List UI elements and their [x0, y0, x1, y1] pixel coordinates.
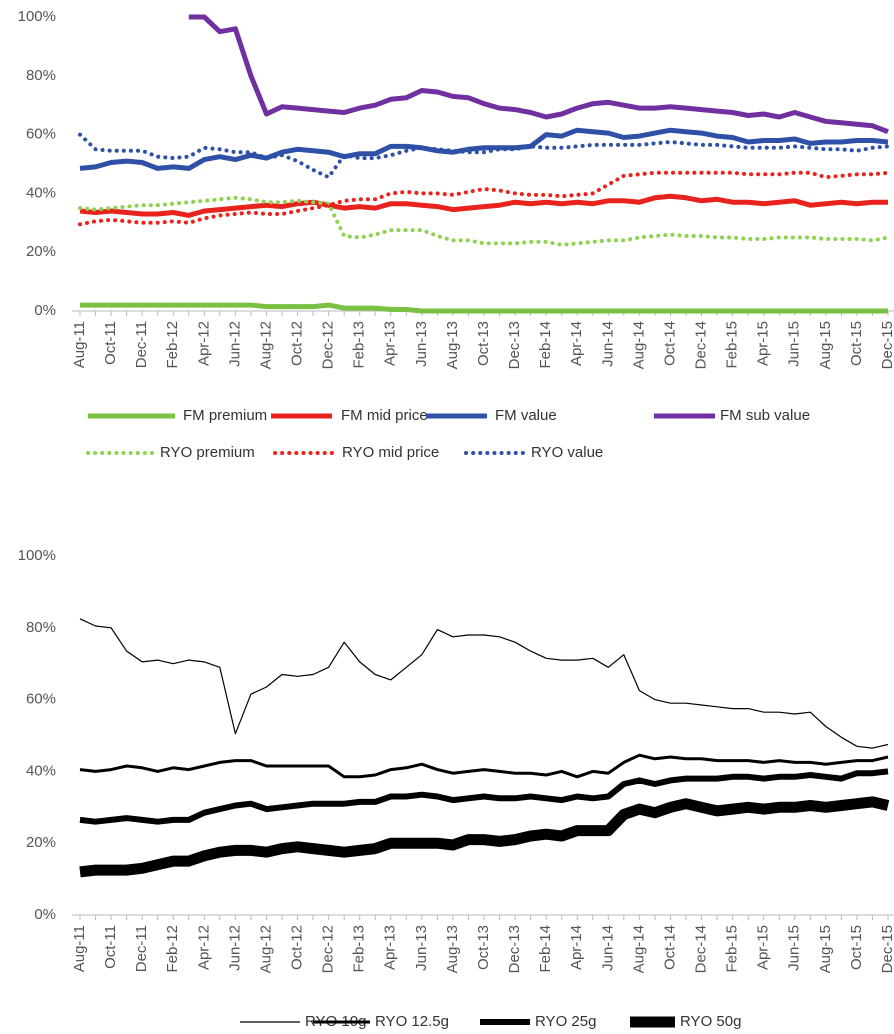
x-tick-label: Apr-14 — [568, 321, 585, 366]
series-line — [78, 195, 890, 247]
x-tick-label: Jun-12 — [226, 925, 243, 971]
series-line — [79, 753, 889, 779]
x-tick-label: Feb-13 — [351, 321, 368, 369]
x-tick-label: Dec-14 — [693, 925, 710, 973]
y-tick-label: 100% — [18, 8, 56, 25]
x-tick-label: Jun-15 — [786, 925, 803, 971]
x-tick-label: Aug-15 — [817, 925, 834, 973]
legend-label: RYO value — [531, 444, 603, 461]
x-tick-label: Oct-12 — [289, 925, 306, 970]
x-tick-label: Dec-13 — [506, 925, 523, 973]
y-tick-label: 60% — [26, 126, 56, 143]
x-tick-label: Apr-13 — [382, 925, 399, 970]
x-tick-label: Oct-13 — [475, 925, 492, 970]
x-tick-label: Aug-11 — [71, 321, 88, 368]
series-line — [79, 796, 890, 878]
y-tick-label: 60% — [26, 691, 56, 708]
legend-label: RYO premium — [160, 444, 255, 461]
x-tick-label: Dec-14 — [693, 321, 710, 369]
series-line — [79, 618, 889, 749]
x-tick-label: Oct-11 — [102, 321, 119, 365]
x-tick-label: Apr-15 — [755, 321, 772, 366]
y-tick-label: 100% — [18, 547, 56, 564]
x-tick-label: Oct-14 — [661, 321, 678, 366]
series-line — [79, 768, 889, 825]
series-line — [188, 14, 889, 135]
series-line — [79, 127, 889, 171]
x-tick-label: Apr-12 — [195, 925, 212, 970]
x-tick-label: Jun-14 — [599, 925, 616, 971]
y-tick-label: 0% — [34, 906, 56, 923]
series-line — [78, 132, 890, 180]
x-tick-label: Aug-11 — [71, 925, 88, 972]
legend-label: FM sub value — [720, 407, 810, 424]
x-tick-label: Oct-15 — [848, 321, 865, 366]
x-tick-label: Aug-13 — [444, 321, 461, 369]
x-tick-label: Aug-14 — [630, 321, 647, 369]
series-line — [79, 193, 888, 218]
y-tick-label: 0% — [34, 302, 56, 319]
x-tick-label: Feb-15 — [724, 321, 741, 369]
x-tick-label: Aug-12 — [257, 925, 274, 973]
legend-label: RYO 50g — [680, 1013, 741, 1030]
y-tick-label: 20% — [26, 834, 56, 851]
y-tick-label: 40% — [26, 184, 56, 201]
x-tick-label: Aug-15 — [817, 321, 834, 369]
x-tick-label: Feb-13 — [351, 925, 368, 973]
x-tick-label: Jun-13 — [413, 925, 430, 971]
legend-label: RYO mid price — [342, 444, 439, 461]
x-tick-label: Feb-14 — [537, 321, 554, 369]
x-tick-label: Aug-14 — [630, 925, 647, 973]
x-tick-label: Apr-13 — [382, 321, 399, 366]
x-tick-label: Oct-11 — [102, 925, 119, 969]
x-tick-label: Apr-14 — [568, 925, 585, 970]
y-tick-label: 40% — [26, 762, 56, 779]
x-tick-label: Dec-15 — [879, 321, 894, 369]
x-tick-label: Aug-12 — [257, 321, 274, 369]
x-tick-label: Jun-14 — [599, 321, 616, 367]
x-tick-label: Feb-14 — [537, 925, 554, 973]
x-tick-label: Jun-12 — [226, 321, 243, 367]
x-tick-label: Dec-13 — [506, 321, 523, 369]
legend-label: FM value — [495, 407, 557, 424]
legend-label: RYO 25g — [535, 1013, 596, 1030]
y-tick-label: 20% — [26, 243, 56, 260]
x-tick-label: Oct-13 — [475, 321, 492, 366]
x-tick-label: Apr-15 — [755, 925, 772, 970]
legend-label: FM mid price — [341, 407, 428, 424]
legend-label: FM premium — [183, 407, 267, 424]
x-tick-label: Jun-15 — [786, 321, 803, 367]
y-tick-label: 80% — [26, 619, 56, 636]
x-tick-label: Dec-12 — [320, 925, 337, 973]
x-tick-label: Dec-11 — [133, 925, 150, 972]
x-tick-label: Dec-12 — [320, 321, 337, 369]
series-line — [78, 170, 890, 227]
x-tick-label: Apr-12 — [195, 321, 212, 366]
x-tick-label: Oct-14 — [661, 925, 678, 970]
legend-label: RYO 12.5g — [375, 1013, 449, 1030]
x-tick-label: Feb-12 — [164, 321, 181, 369]
x-tick-label: Feb-12 — [164, 925, 181, 973]
x-tick-label: Dec-15 — [879, 925, 894, 973]
x-tick-label: Jun-13 — [413, 321, 430, 367]
y-tick-label: 80% — [26, 67, 56, 84]
series-line — [80, 302, 888, 314]
x-tick-label: Feb-15 — [724, 925, 741, 973]
x-tick-label: Oct-15 — [848, 925, 865, 970]
x-tick-label: Aug-13 — [444, 925, 461, 973]
x-tick-label: Oct-12 — [289, 321, 306, 366]
x-tick-label: Dec-11 — [133, 321, 150, 368]
